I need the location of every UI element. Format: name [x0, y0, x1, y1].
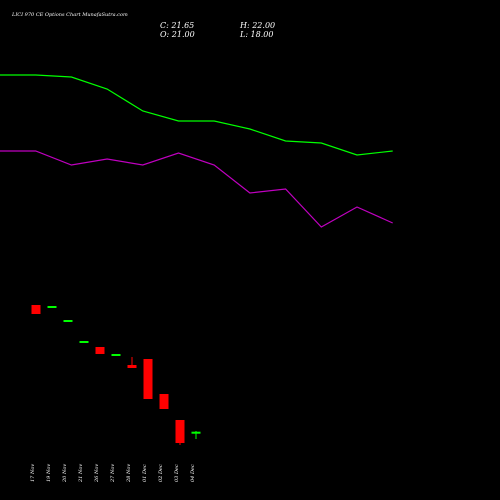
candle-body	[95, 347, 105, 354]
candle-1	[31, 305, 41, 314]
x-tick-label: 26 Nov	[94, 464, 100, 483]
candle-2	[47, 306, 57, 308]
candle-body	[159, 394, 169, 409]
candle-body	[47, 306, 57, 308]
candle-body	[111, 354, 121, 356]
candle-9	[159, 394, 169, 409]
overlay-line-2	[0, 150, 393, 228]
x-tick-label: 04 Dec	[190, 464, 196, 482]
candle-11	[191, 431, 201, 439]
overlay-lines	[0, 74, 393, 228]
candle-body	[31, 305, 41, 314]
candle-body	[79, 341, 89, 343]
candle-body	[175, 420, 185, 443]
candle-body	[143, 359, 153, 399]
x-tick-label: 01 Dec	[142, 464, 148, 482]
x-tick-label: 28 Nov	[126, 464, 132, 483]
candle-body	[191, 431, 201, 434]
high-readout: H: 22.00	[239, 21, 275, 30]
overlay-line-1	[0, 74, 393, 156]
chart-title: LICI 970 CE Options Chart MunafaSutra.co…	[11, 12, 128, 18]
x-tick-label: 17 Nov	[30, 464, 36, 482]
open-readout: O: 21.00	[160, 30, 195, 39]
low-readout: L: 18.00	[239, 30, 273, 39]
candle-body	[127, 365, 137, 368]
candle-body	[63, 320, 73, 322]
candle-10	[175, 420, 185, 445]
x-tick-label: 21 Nov	[78, 464, 84, 483]
x-tick-label: 27 Nov	[110, 464, 116, 483]
candle-8	[143, 359, 153, 399]
candle-4	[79, 341, 89, 343]
candle-7	[127, 357, 137, 368]
x-tick-label: 19 Nov	[46, 464, 52, 482]
x-tick-label: 03 Dec	[174, 464, 180, 482]
candle-6	[111, 354, 121, 356]
close-readout: C: 21.65	[160, 21, 194, 30]
candle-3	[63, 320, 73, 322]
x-tick-label: 02 Dec	[158, 464, 164, 482]
candles	[31, 305, 201, 445]
x-tick-label: 20 Nov	[62, 464, 68, 483]
candle-5	[95, 347, 105, 354]
x-axis-ticks: 17 Nov 19 Nov 20 Nov 21 Nov 26 Nov 27 Nov 28 N…	[30, 464, 196, 483]
